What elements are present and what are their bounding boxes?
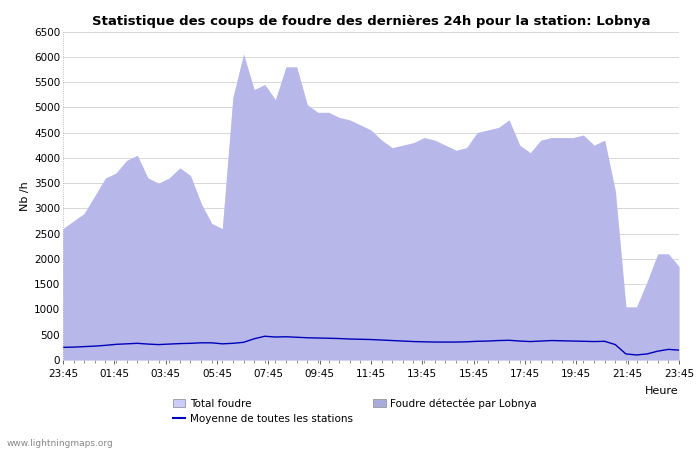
Legend: Total foudre, Moyenne de toutes les stations, Foudre détectée par Lobnya: Total foudre, Moyenne de toutes les stat… (173, 398, 537, 424)
Title: Statistique des coups de foudre des dernières 24h pour la station: Lobnya: Statistique des coups de foudre des dern… (92, 14, 650, 27)
Text: www.lightningmaps.org: www.lightningmaps.org (7, 439, 113, 448)
Text: Heure: Heure (645, 386, 679, 396)
Y-axis label: Nb /h: Nb /h (20, 181, 30, 211)
